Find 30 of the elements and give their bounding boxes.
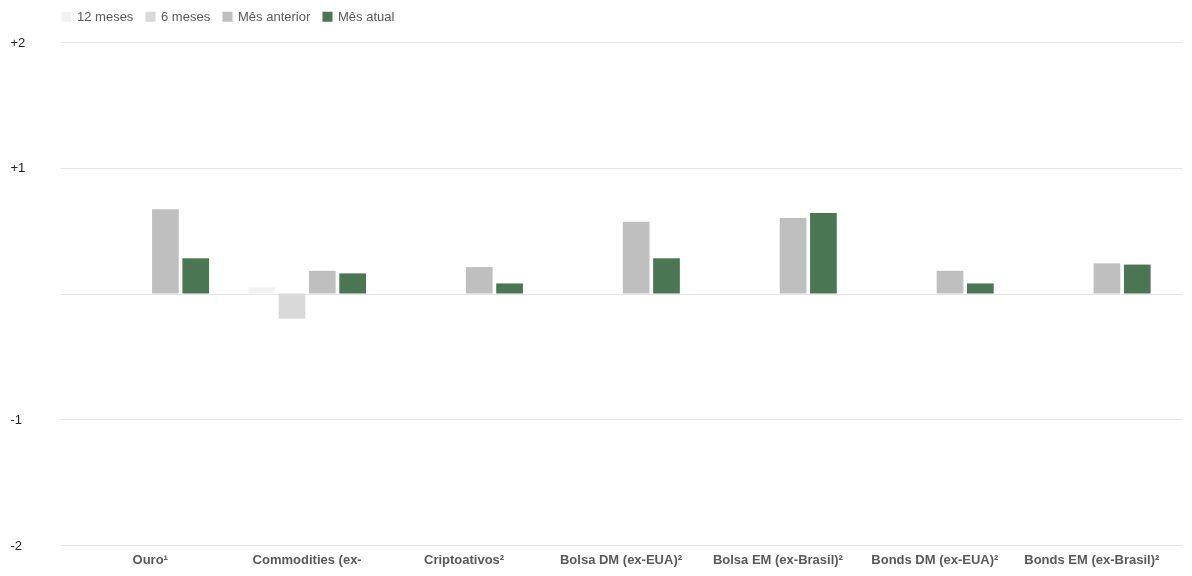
bar bbox=[622, 221, 650, 294]
x-tick-label: Ouro¹ bbox=[132, 551, 168, 567]
x-tick-label: Bolsa EM (ex-Brasil)² bbox=[712, 551, 844, 567]
bar bbox=[496, 283, 523, 294]
legend-label: 6 meses bbox=[161, 8, 211, 24]
y-tick-label: -2 bbox=[10, 537, 23, 553]
bar bbox=[1123, 264, 1151, 294]
bar bbox=[278, 293, 306, 319]
y-tick-label: +1 bbox=[10, 160, 26, 176]
x-tick-label: Bonds DM (ex-EUA)² bbox=[871, 551, 1000, 567]
legend-label: 12 meses bbox=[77, 8, 134, 24]
x-tick-label: Criptoativos² bbox=[423, 551, 505, 567]
y-tick-label: -1 bbox=[10, 411, 23, 427]
bar bbox=[779, 218, 807, 294]
bar bbox=[1093, 263, 1121, 294]
bar bbox=[967, 283, 994, 294]
bar bbox=[936, 270, 964, 294]
bar bbox=[152, 209, 179, 294]
legend-label: Mês anterior bbox=[238, 8, 311, 24]
bar bbox=[810, 213, 837, 294]
bar bbox=[653, 258, 680, 294]
bar bbox=[339, 273, 366, 294]
bar bbox=[308, 270, 336, 294]
bar bbox=[182, 258, 210, 294]
bar bbox=[465, 267, 493, 294]
x-tick-label: Bonds EM (ex-Brasil)² bbox=[1024, 551, 1160, 567]
x-tick-label: Bolsa DM (ex-EUA)² bbox=[559, 551, 683, 567]
legend-label: Mês atual bbox=[338, 8, 395, 24]
x-tick-label: Commodities (ex- bbox=[252, 551, 362, 567]
y-tick-label: +2 bbox=[10, 34, 26, 50]
